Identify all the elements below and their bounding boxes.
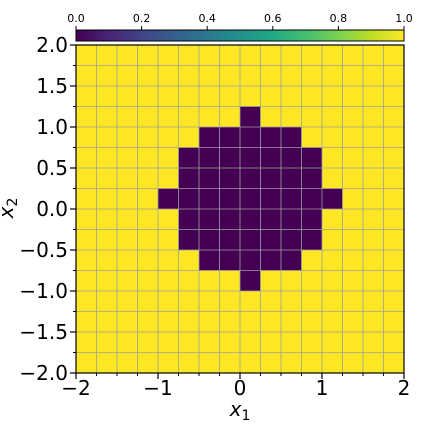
y-axis-ticks: −2.0 −1.5 −1.0 −0.5 0.0 0.5 1.0 1.5 2.0 (19, 33, 76, 385)
region-cell-row-7 (199, 250, 302, 271)
region-cell-row-2 (179, 148, 323, 169)
colorbar-gradient (76, 30, 404, 41)
x-axis-label: x1 (229, 397, 251, 424)
y-tick-label: 1.5 (36, 74, 68, 98)
colorbar-tick-label: 0.2 (133, 12, 151, 25)
colorbar-tick-label: 0.6 (264, 12, 282, 25)
y-tick-label: −0.5 (19, 238, 68, 262)
colorbar-tick-label: 1.0 (395, 12, 413, 25)
region-cell-row-6 (179, 230, 323, 251)
y-tick-label: −2.0 (19, 361, 68, 385)
colorbar-tick-label: 0.8 (330, 12, 348, 25)
x-tick-label: 2 (398, 376, 411, 400)
y-tick-label: −1.0 (19, 279, 68, 303)
region-cell-row-0 (240, 107, 261, 128)
colorbar-tick-label: 0.0 (67, 12, 85, 25)
region-cell-row-3 (179, 168, 323, 189)
x-tick-label: 1 (316, 376, 329, 400)
y-tick-label: 1.0 (36, 115, 68, 139)
region-cell-row-5 (179, 209, 323, 230)
plot-area: −2 −1 0 1 2 −2.0−1.5−1.0−0.50.00.51.01.52.0 (19, 33, 410, 400)
x-axis-ticks: −2 −1 0 1 2 (61, 373, 410, 400)
colorbar: 0.0 0.2 0.4 0.6 0.8 1.0 (67, 12, 413, 41)
x-tick-label: −1 (143, 376, 172, 400)
y-tick-label: −1.5 (19, 320, 68, 344)
colorbar-ticks: 0.0 0.2 0.4 0.6 0.8 1.0 (67, 12, 413, 30)
y-tick-label: 0.0 (36, 197, 68, 221)
colorbar-tick-label: 0.4 (198, 12, 216, 25)
y-axis-label: x2 (0, 198, 21, 220)
region-cell-row-1 (199, 127, 302, 148)
region-cell-row-4 (158, 189, 343, 210)
y-tick-label: 2.0 (36, 33, 68, 57)
region-cell-row-8 (240, 271, 261, 292)
y-tick-label: 0.5 (36, 156, 68, 180)
